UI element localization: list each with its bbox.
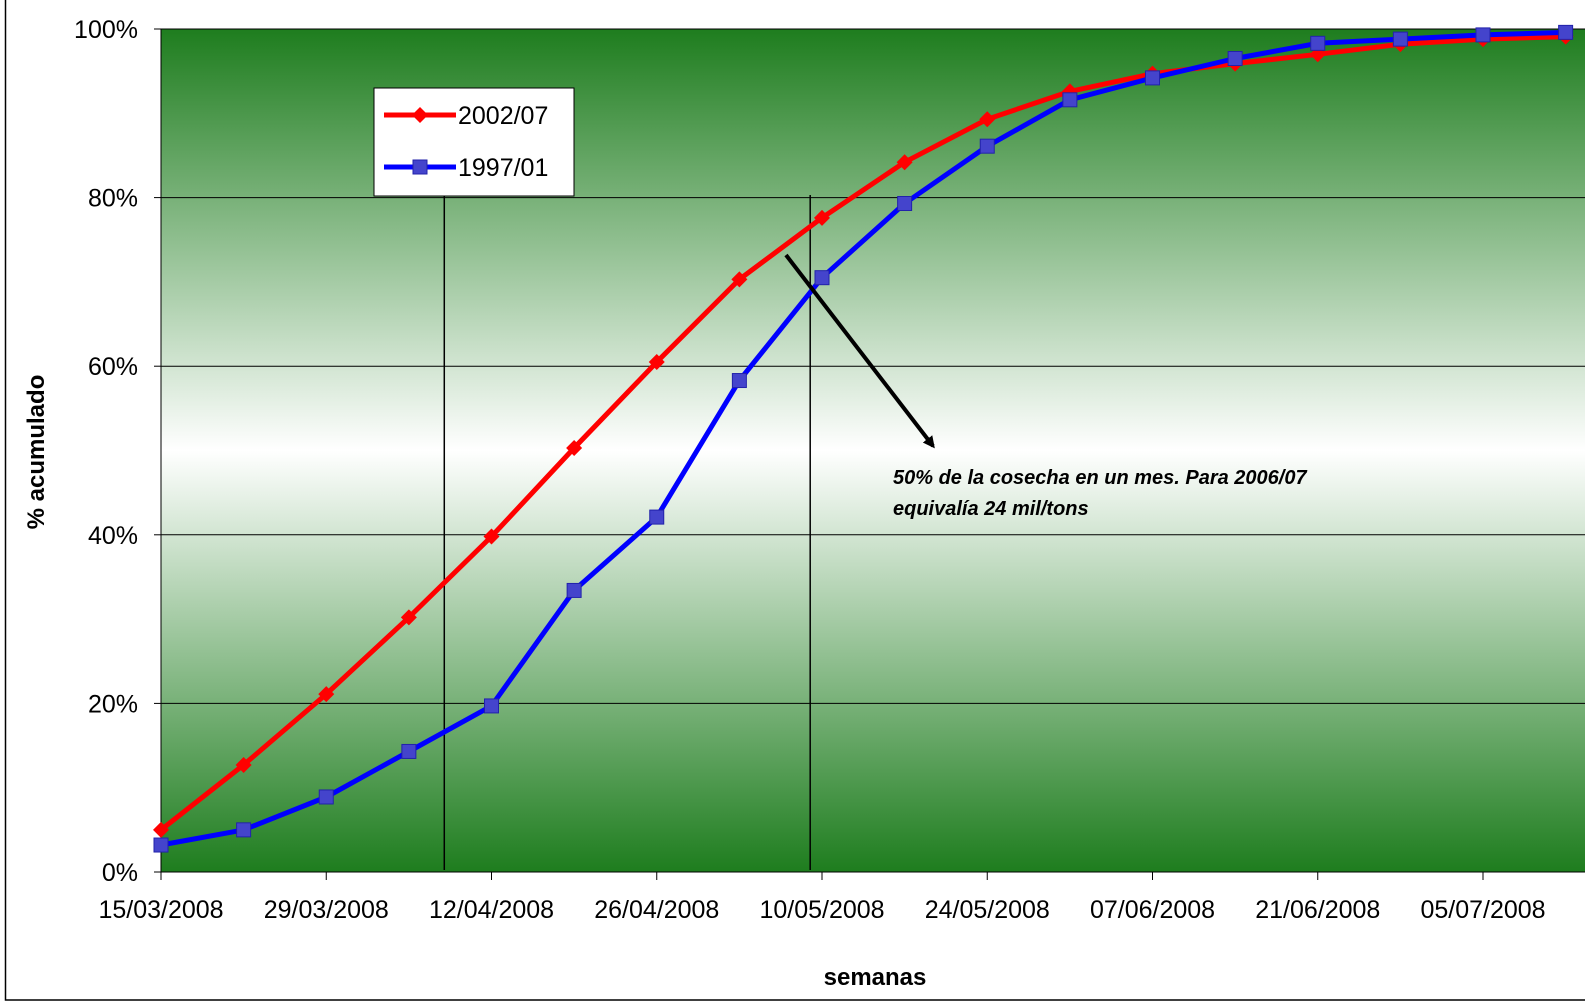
x-tick-label: 05/07/2008 <box>1420 896 1545 924</box>
legend-box <box>373 87 575 197</box>
x-tick-label: 07/06/2008 <box>1090 896 1215 924</box>
y-tick-label: 100% <box>74 16 138 44</box>
data-point-2002-07 <box>648 353 665 370</box>
x-tick-label: 10/05/2008 <box>759 896 884 924</box>
data-point-2002-07 <box>979 111 996 128</box>
annotation-line-2: equivalía 24 mil/tons <box>893 498 1089 520</box>
chart-frame <box>4 0 1585 1001</box>
y-axis-title: % acumulado <box>23 375 50 530</box>
annotation-line-1: 50% de la cosecha en un mes. Para 2006/0… <box>893 467 1307 489</box>
y-tick-label: 80% <box>88 185 138 213</box>
data-point-2002-07 <box>896 154 913 171</box>
legend-label-2002-07: 2002/07 <box>458 102 548 130</box>
y-tick-label: 0% <box>102 859 138 887</box>
data-point-1997-01 <box>1062 92 1078 108</box>
y-tick-label: 60% <box>88 353 138 381</box>
data-point-2002-07 <box>235 756 252 773</box>
data-point-2002-07 <box>400 609 417 626</box>
series-layer <box>153 24 1574 853</box>
data-point-1997-01 <box>1475 27 1491 43</box>
data-point-1997-01 <box>318 789 334 805</box>
data-point-1997-01 <box>566 582 582 598</box>
series-line-2002-07 <box>159 34 1566 832</box>
data-point-2002-07 <box>483 528 500 545</box>
x-axis-title: semanas <box>824 964 927 991</box>
data-point-1997-01 <box>731 373 747 389</box>
data-point-2002-07 <box>153 821 169 838</box>
data-point-1997-01 <box>649 509 665 525</box>
data-point-1997-01 <box>153 837 169 853</box>
data-point-2002-07 <box>318 686 335 703</box>
data-point-2002-07 <box>731 271 748 288</box>
series-line-1997-01 <box>160 29 1566 848</box>
x-tick-label: 21/06/2008 <box>1255 896 1380 924</box>
data-point-1997-01 <box>401 743 417 759</box>
x-tick-label: 24/05/2008 <box>925 896 1050 924</box>
data-point-1997-01 <box>1392 31 1408 47</box>
y-tick-label: 20% <box>88 690 138 718</box>
data-point-1997-01 <box>484 698 499 714</box>
x-tick-label: 26/04/2008 <box>594 896 719 924</box>
data-point-2002-07 <box>566 439 583 456</box>
data-point-1997-01 <box>236 822 252 838</box>
reference-lines <box>443 195 811 870</box>
x-tick-label: 15/03/2008 <box>98 896 223 924</box>
data-point-2002-07 <box>814 209 830 226</box>
x-tick-label: 29/03/2008 <box>264 896 389 924</box>
data-point-1997-01 <box>897 196 913 212</box>
x-axis: 15/03/2008 29/03/2008 12/04/2008 26/04/2008… <box>98 871 1585 924</box>
legend: 2002/07 1997/01 <box>373 87 575 197</box>
y-tick-label: 40% <box>88 522 138 550</box>
data-point-1997-01 <box>979 138 995 154</box>
annotation-arrow <box>784 253 935 449</box>
data-point-1997-01 <box>1145 70 1160 86</box>
data-point-1997-01 <box>1558 24 1574 40</box>
legend-label-1997-01: 1997/01 <box>458 154 548 182</box>
data-point-1997-01 <box>814 270 830 286</box>
data-point-1997-01 <box>1227 51 1243 67</box>
y-axis: 0% 20% 40% 60% 80% 100% <box>74 16 162 887</box>
data-point-1997-01 <box>1310 35 1326 51</box>
legend-marker-2002-07 <box>412 107 428 123</box>
x-tick-label: 12/04/2008 <box>429 896 554 924</box>
legend-marker-1997-01 <box>412 159 428 175</box>
